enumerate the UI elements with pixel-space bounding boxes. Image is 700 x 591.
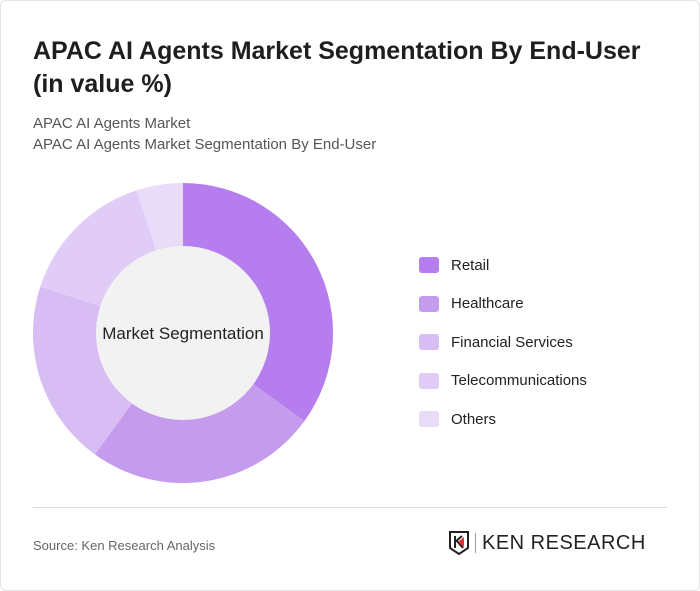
legend-item: Retail [419,246,587,285]
center-label: Market Segmentation [102,324,264,343]
subtitle-market: APAC AI Agents Market [33,115,191,132]
chart-title: APAC AI Agents Market Segmentation By En… [33,37,641,98]
ken-logo-icon [449,531,469,555]
ken-research-logo: KEN RESEARCH [449,531,646,555]
subtitle-segmentation: APAC AI Agents Market Segmentation By En… [33,136,377,153]
legend-swatch [419,334,439,351]
legend: Retail Healthcare Financial Services Teleco… [419,246,587,439]
legend-swatch [419,295,439,312]
logo-text: KEN RESEARCH [475,533,646,553]
donut-hole [96,246,270,420]
legend-label: Telecommunications [451,372,587,390]
legend-label: Retail [451,256,490,274]
legend-swatch [419,257,439,274]
legend-swatch [419,372,439,389]
source-note: Source: Ken Research Analysis [33,538,216,553]
legend-item: Telecommunications [419,362,587,401]
legend-item: Others [419,400,587,439]
legend-swatch [419,411,439,428]
legend-label: Financial Services [451,333,573,351]
legend-label: Others [451,410,497,428]
donut-chart: Market Segmentation [33,183,333,483]
legend-item: Financial Services [419,323,587,362]
legend-label: Healthcare [451,295,524,313]
divider [33,507,667,508]
legend-item: Healthcare [419,285,587,324]
